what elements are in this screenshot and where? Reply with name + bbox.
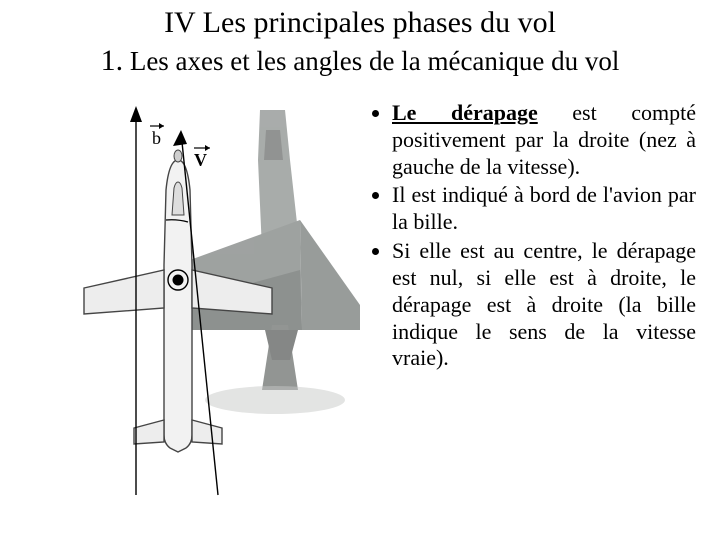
- list-item: Le dérapage est compté positivement par …: [392, 100, 696, 180]
- figure: b V: [40, 100, 360, 500]
- subtitle-number: 1.: [101, 44, 124, 77]
- subtitle-text: Les axes et les angles de la mécanique d…: [123, 46, 619, 76]
- slide-title: IV Les principales phases du vol: [0, 6, 720, 40]
- diagram-svg: b V: [40, 100, 360, 500]
- axis-b-label: b: [152, 128, 161, 148]
- list-item: Il est indiqué à bord de l'avion par la …: [392, 182, 696, 236]
- bullet-list: Le dérapage est compté positivement par …: [366, 100, 696, 374]
- bullet-1-keyword: Le dérapage: [392, 100, 538, 125]
- vector-v-label: V: [194, 150, 207, 170]
- jet-silhouette-icon: [190, 110, 360, 414]
- list-item: Si elle est au centre, le dérapage est n…: [392, 238, 696, 372]
- slide-subtitle: 1. Les axes et les angles de la mécaniqu…: [0, 44, 720, 78]
